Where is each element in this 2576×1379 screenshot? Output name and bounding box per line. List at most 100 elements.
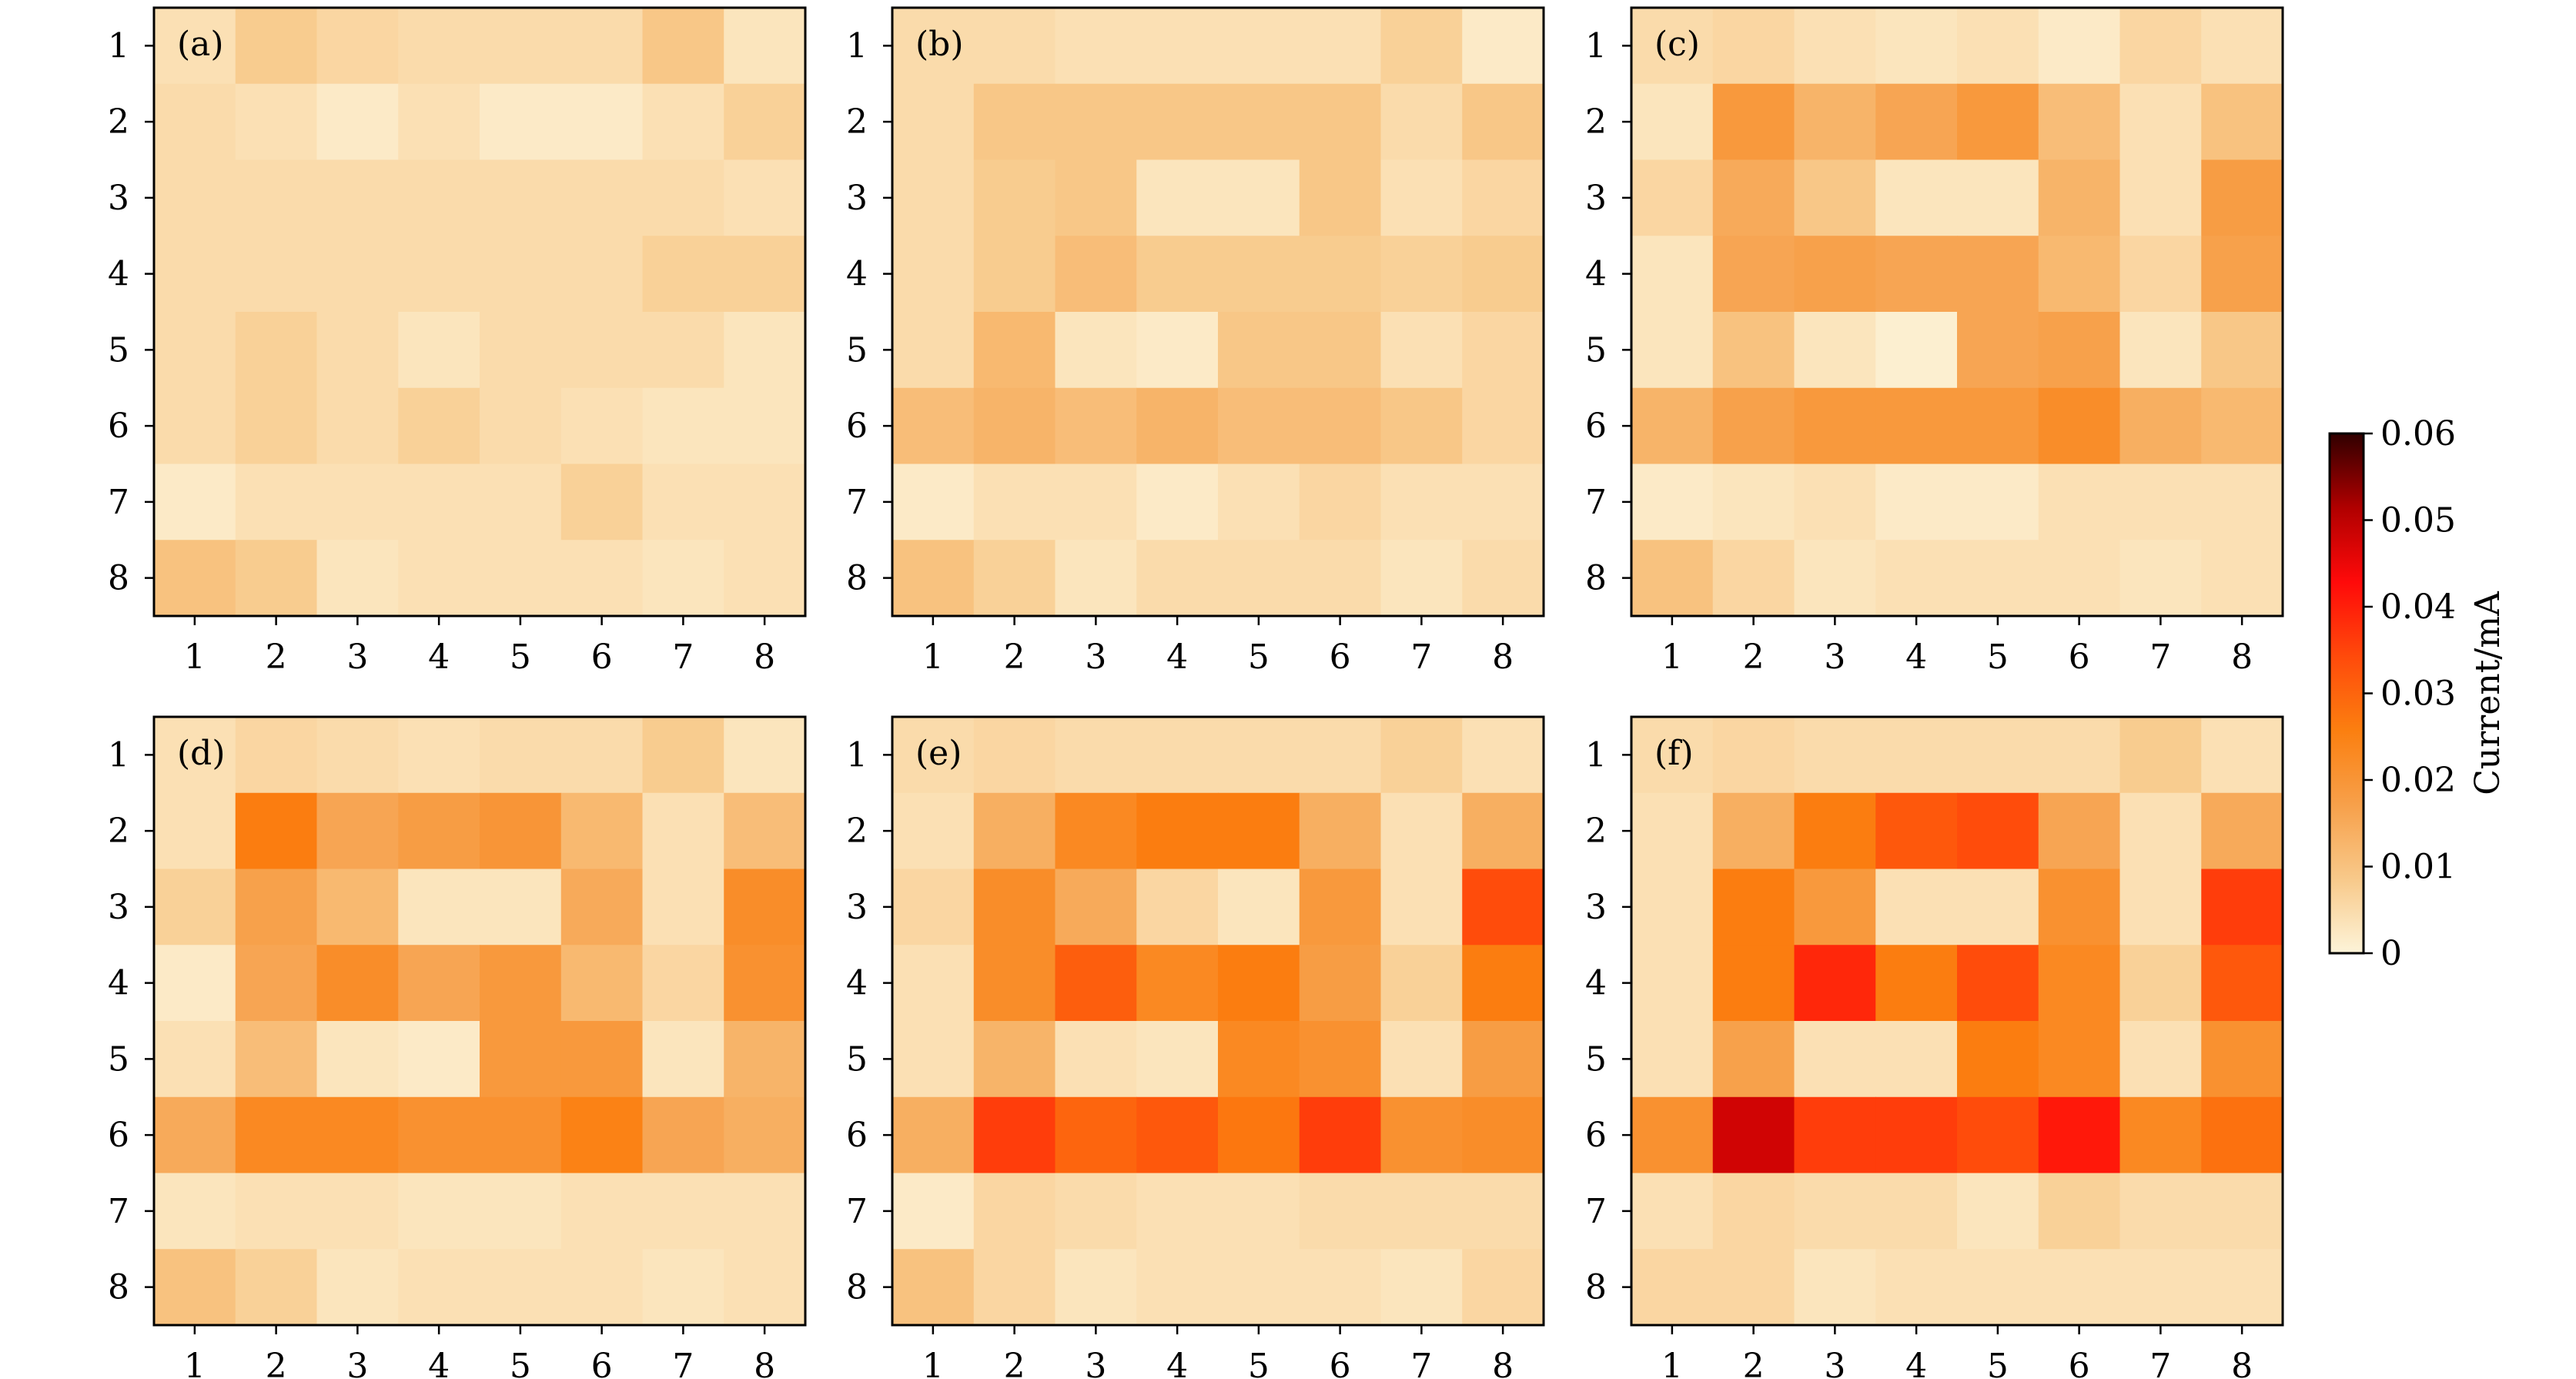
heatmap-cell <box>1299 312 1382 389</box>
heatmap-cell <box>560 1249 644 1326</box>
heatmap-cell <box>1794 312 1876 389</box>
heatmap-cell <box>1462 717 1544 794</box>
heatmap-cell <box>235 464 318 541</box>
colorbar-tick-label: 0.01 <box>2380 848 2456 887</box>
heatmap-cell <box>892 945 975 1022</box>
heatmap-cell <box>1875 945 1958 1022</box>
heatmap-cell <box>235 1096 318 1174</box>
heatmap-cell <box>154 792 236 870</box>
heatmap-cell <box>316 312 399 389</box>
heatmap-cell <box>1957 464 2039 541</box>
heatmap-cell <box>1875 869 1958 946</box>
heatmap-cell <box>2201 387 2283 465</box>
x-tick-label: 2 <box>1743 1347 1765 1379</box>
heatmap-cell <box>973 1249 1056 1326</box>
heatmap-cell <box>235 792 318 870</box>
heatmap-cell <box>1380 792 1463 870</box>
x-tick-label: 5 <box>510 1347 531 1379</box>
heatmap-cell <box>1055 387 1137 465</box>
heatmap-cell <box>398 8 480 85</box>
heatmap-cell <box>892 792 975 870</box>
heatmap-cell <box>2201 464 2283 541</box>
heatmap-cell <box>2038 312 2121 389</box>
heatmap-cell <box>973 945 1056 1022</box>
heatmap-cell <box>480 1249 562 1326</box>
heatmap-cell <box>1136 792 1219 870</box>
x-tick-label: 8 <box>2231 1347 2253 1379</box>
heatmap-cell <box>1875 8 1958 85</box>
x-tick-label: 3 <box>1824 638 1845 677</box>
panel-frame <box>1630 6 2284 618</box>
heatmap-cell <box>154 1249 236 1326</box>
y-tick-label: 2 <box>108 812 129 851</box>
heatmap-cell <box>1055 1249 1137 1326</box>
heatmap-cell <box>2201 236 2283 313</box>
heatmap-cell <box>1462 869 1544 946</box>
heatmap-cell <box>235 159 318 236</box>
heatmap-cell <box>1712 869 1795 946</box>
y-tick-label: 4 <box>108 255 129 294</box>
heatmap-cell <box>1380 717 1463 794</box>
heatmap-cell <box>1875 312 1958 389</box>
heatmap-cell <box>1218 540 1300 617</box>
heatmap-cell <box>2119 1096 2202 1174</box>
heatmap-cell <box>2119 1249 2202 1326</box>
x-tick-label: 6 <box>2069 638 2090 677</box>
heatmap-cell <box>2038 792 2121 870</box>
heatmap-cell <box>154 540 236 617</box>
heatmap-cell <box>1957 869 2039 946</box>
heatmap-cell <box>398 83 480 161</box>
heatmap-cell <box>1055 312 1137 389</box>
heatmap-cell <box>2119 1021 2202 1098</box>
heatmap-cell <box>642 312 724 389</box>
heatmap-cell <box>1875 387 1958 465</box>
heatmap-cell <box>1712 717 1795 794</box>
heatmap-cell <box>1631 869 1714 946</box>
y-tick-label: 4 <box>108 964 129 1003</box>
heatmap-cell <box>1380 1249 1463 1326</box>
heatmap-cell <box>154 1096 236 1174</box>
x-tick-label: 2 <box>1004 1347 1025 1379</box>
heatmap-cell <box>2038 159 2121 236</box>
heatmap-cell <box>560 945 644 1022</box>
heatmap-cell <box>560 1021 644 1098</box>
heatmap-cell <box>724 869 806 946</box>
heatmap-cell <box>560 717 644 794</box>
heatmap-panel: 1 2 3 4 5 6 7 8 1 2 3 4 5 6 7 8 (f) <box>1585 715 2284 1379</box>
colorbar-label: Current/mA <box>2468 591 2507 795</box>
heatmap-cell <box>1462 540 1544 617</box>
heatmap-cell <box>724 1021 806 1098</box>
y-tick-label: 6 <box>1585 1116 1607 1155</box>
y-tick-label: 5 <box>1585 1039 1607 1079</box>
y-tick-label: 8 <box>108 1268 129 1307</box>
heatmap-cell <box>235 1021 318 1098</box>
heatmap-cell <box>973 312 1056 389</box>
heatmap-cell <box>1794 387 1876 465</box>
heatmap-cell <box>2119 159 2202 236</box>
heatmap-cell <box>1380 1173 1463 1250</box>
y-tick-label: 2 <box>846 812 868 851</box>
x-tick-label: 1 <box>1661 638 1683 677</box>
heatmap-cell <box>1380 312 1463 389</box>
heatmap-cell <box>1055 540 1137 617</box>
heatmap-cell <box>316 1249 399 1326</box>
heatmap-cell <box>1055 83 1137 161</box>
heatmap-cell <box>973 1021 1056 1098</box>
heatmap-cell <box>973 159 1056 236</box>
heatmap-cell <box>1055 464 1137 541</box>
heatmap-cell <box>1794 1021 1876 1098</box>
heatmap-cell <box>398 540 480 617</box>
heatmap-cell <box>1631 464 1714 541</box>
panel-label: (f) <box>1654 734 1694 773</box>
heatmap-cell <box>892 869 975 946</box>
y-tick-label: 7 <box>846 1192 868 1231</box>
x-tick-label: 2 <box>266 638 287 677</box>
heatmap-cell <box>724 8 806 85</box>
heatmap-cell <box>1136 464 1219 541</box>
y-tick-label: 7 <box>846 483 868 522</box>
heatmap-cell <box>1712 945 1795 1022</box>
y-tick-label: 2 <box>1585 102 1607 142</box>
y-tick-label: 3 <box>846 179 868 218</box>
heatmap-panel: 1 2 3 4 5 6 7 8 1 2 3 4 5 6 7 8 (c) <box>1585 6 2284 677</box>
heatmap-cell <box>235 236 318 313</box>
